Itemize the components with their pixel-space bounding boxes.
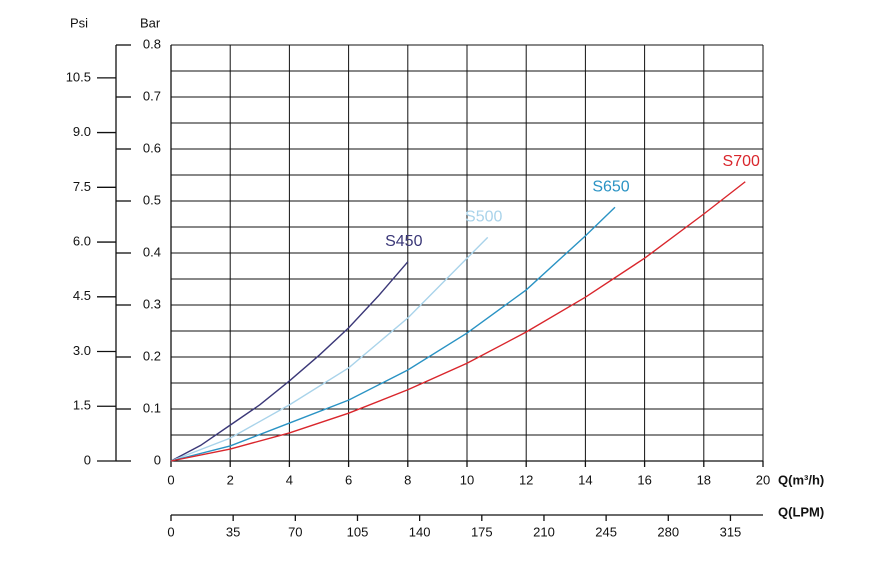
psi-tick-label: 0 <box>84 452 91 467</box>
y-tick-label: 0.7 <box>143 88 161 103</box>
x2-tick-label: 245 <box>595 524 617 539</box>
curve <box>170 181 746 462</box>
y-tick-label: 0 <box>154 452 161 467</box>
psi-tick-label: 6.0 <box>73 233 91 248</box>
x-tick-label: 10 <box>460 472 474 487</box>
series-label: S700 <box>723 153 760 170</box>
psi-tick-label: 10.5 <box>66 69 91 84</box>
x-tick-label: 6 <box>345 472 352 487</box>
x2-tick-label: 140 <box>409 524 431 539</box>
psi-tick-label: 9.0 <box>73 124 91 139</box>
x2-tick-label: 280 <box>657 524 679 539</box>
psi-axis-label: Psi <box>70 15 88 30</box>
x-tick-label: 14 <box>578 472 592 487</box>
curve <box>170 206 616 462</box>
y-tick-label: 0.4 <box>143 244 161 259</box>
x-tick-label: 8 <box>404 472 411 487</box>
curve <box>170 261 409 462</box>
y-tick-label: 0.8 <box>143 36 161 51</box>
series-label: S450 <box>385 233 422 250</box>
y-tick-label: 0.1 <box>143 400 161 415</box>
x2-tick-label: 315 <box>720 524 742 539</box>
x-tick-label: 0 <box>167 472 174 487</box>
x-tick-label: 16 <box>637 472 651 487</box>
x-tick-label: 2 <box>227 472 234 487</box>
series-label: S650 <box>592 178 629 195</box>
psi-tick-label: 3.0 <box>73 343 91 358</box>
x2-tick-label: 35 <box>226 524 240 539</box>
psi-tick-label: 1.5 <box>73 398 91 413</box>
x2-tick-label: 0 <box>167 524 174 539</box>
x2-tick-label: 105 <box>347 524 369 539</box>
curve <box>170 236 489 462</box>
series-label: S500 <box>465 209 502 226</box>
y-tick-label: 0.6 <box>143 140 161 155</box>
psi-tick-label: 4.5 <box>73 288 91 303</box>
x2-tick-label: 175 <box>471 524 493 539</box>
bar-axis-label: Bar <box>140 15 161 30</box>
x-tick-label: 12 <box>519 472 533 487</box>
x2-axis-label: Q(LPM) <box>778 504 824 519</box>
y-tick-label: 0.2 <box>143 348 161 363</box>
y-tick-label: 0.5 <box>143 192 161 207</box>
y-tick-label: 0.3 <box>143 296 161 311</box>
x-tick-label: 20 <box>756 472 770 487</box>
x-tick-label: 18 <box>697 472 711 487</box>
psi-tick-label: 7.5 <box>73 179 91 194</box>
x2-tick-label: 70 <box>288 524 302 539</box>
x-axis-label: Q(m³/h) <box>778 472 824 487</box>
x2-tick-label: 210 <box>533 524 555 539</box>
x-tick-label: 4 <box>286 472 293 487</box>
